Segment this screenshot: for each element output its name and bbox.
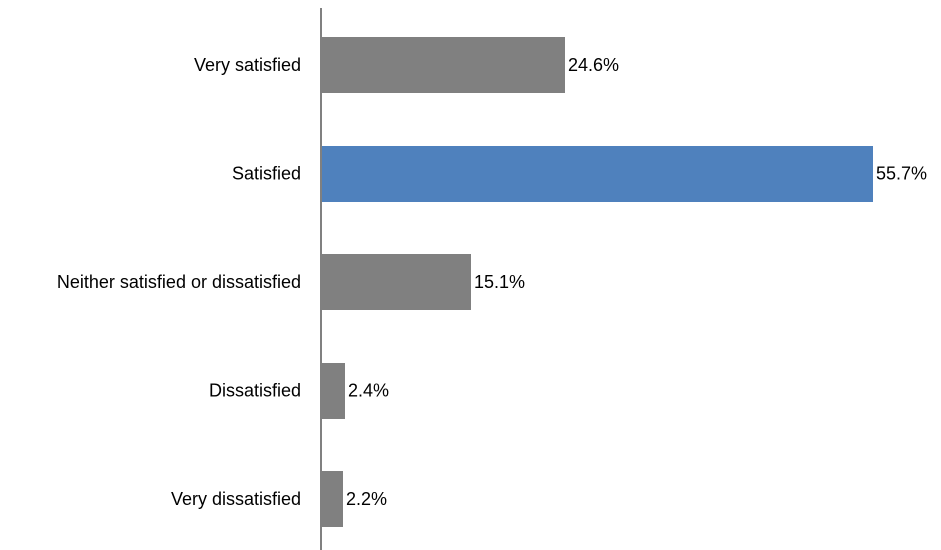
bar-satisfied — [321, 146, 873, 202]
value-label-dissatisfied: 2.4% — [348, 381, 389, 401]
value-label-very-satisfied: 24.6% — [568, 55, 619, 75]
category-label-very-satisfied: Very satisfied — [194, 55, 301, 75]
labels-layer: Very satisfied 24.6% Satisfied 55.7% Neither… — [57, 55, 927, 509]
bar-dissatisfied — [321, 363, 345, 419]
category-label-neither-satisfied-or-dissatisfied: Neither satisfied or dissatisfied — [57, 272, 301, 292]
bar-very-satisfied — [321, 37, 565, 93]
bar-very-dissatisfied — [321, 471, 343, 527]
value-label-neither-satisfied-or-dissatisfied: 15.1% — [474, 272, 525, 292]
value-label-satisfied: 55.7% — [876, 164, 927, 184]
bar-neither-satisfied-or-dissatisfied — [321, 254, 471, 310]
bars-layer — [321, 37, 873, 527]
category-label-dissatisfied: Dissatisfied — [209, 381, 301, 401]
category-label-very-dissatisfied: Very dissatisfied — [171, 489, 301, 509]
category-label-satisfied: Satisfied — [232, 164, 301, 184]
value-label-very-dissatisfied: 2.2% — [346, 489, 387, 509]
